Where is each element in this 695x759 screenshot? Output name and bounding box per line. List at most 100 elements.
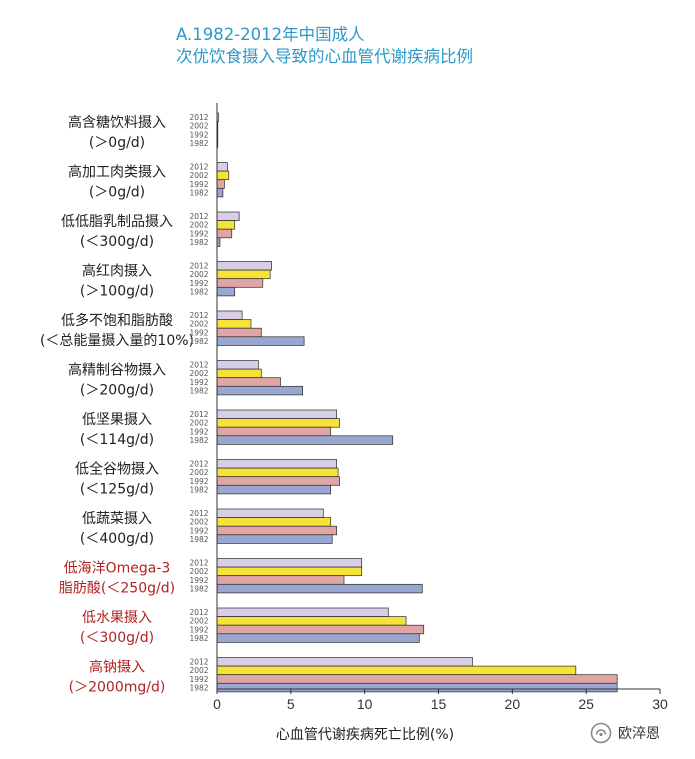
year-tick-label: 1982 [189,535,208,544]
year-tick-label: 1982 [189,485,208,494]
year-tick-label: 2012 [189,509,208,518]
chart-title: A.1982-2012年中国成人 次优饮食摄入导致的心血管代谢疾病比例 [176,24,556,68]
bar [216,418,340,428]
category-label: (＜300g/d) [80,630,154,646]
year-tick-label: 2002 [189,468,208,477]
bar [216,665,577,676]
bar [216,211,240,221]
category-label: 高含糖饮料摄入 [68,114,166,131]
bar [216,476,340,486]
bar [216,583,423,594]
year-tick-label: 1982 [189,238,208,247]
bar [216,261,272,271]
bar [216,269,271,280]
year-tick-label: 2002 [189,518,208,527]
category-label: 高钠摄入 [89,659,145,676]
category-label: 脂肪酸(＜250g/d) [59,581,175,597]
year-tick-label: 1982 [189,436,208,445]
category-label: (＞0g/d) [89,185,145,201]
category-label: 低多不饱和脂肪酸 [61,312,173,329]
year-tick-label: 1992 [189,576,208,585]
year-tick-label: 1992 [189,477,208,486]
year-tick-label: 1982 [189,139,208,148]
year-tick-label: 2012 [189,559,208,568]
year-tick-label: 2002 [189,270,208,279]
year-tick-label: 2012 [189,311,208,320]
x-tick-label: 30 [652,696,668,712]
year-tick-label: 2012 [189,212,208,221]
x-tick-label: 25 [578,696,594,712]
bar [216,228,233,239]
year-tick-label: 2012 [189,608,208,617]
year-tick-label: 1992 [189,180,208,189]
chart-title-line-2: 次优饮食摄入导致的心血管代谢疾病比例 [176,47,473,66]
chart-title-line-1: A.1982-2012年中国成人 [176,25,365,44]
x-axis-label: 心血管代谢疾病死亡比例(%) [275,727,455,743]
watermark-text: 欧淬恩 [618,726,660,742]
year-tick-label: 2002 [189,320,208,329]
bar [216,278,264,288]
category-label: 高精制谷物摄入 [68,362,166,379]
bar [216,327,262,338]
x-tick-label: 20 [505,696,521,712]
year-tick-label: 2012 [189,410,208,419]
bar [216,336,305,346]
year-tick-label: 1992 [189,625,208,634]
x-tick-label: 15 [431,696,447,712]
bar [216,368,262,379]
category-label: (＜125g/d) [80,482,154,498]
bar [216,682,618,693]
year-tick-label: 2012 [189,460,208,469]
bar [216,467,339,478]
year-tick-label: 1982 [189,386,208,395]
bar [216,566,363,577]
category-label: (＜400g/d) [80,531,154,547]
bar [216,377,281,387]
year-tick-label: 1982 [189,683,208,692]
bar [216,187,224,198]
year-tick-label: 1982 [189,634,208,643]
year-tick-label: 2002 [189,122,208,131]
x-tick-label: 0 [213,696,221,712]
year-tick-label: 1982 [189,337,208,346]
category-label: (＜300g/d) [80,234,154,250]
year-tick-label: 2002 [189,419,208,428]
bar [216,674,618,684]
bar [216,459,337,469]
bar [216,484,332,495]
category-label: (＜114g/d) [80,432,154,448]
year-tick-label: 1982 [189,287,208,296]
bar [216,534,333,544]
bar [216,525,337,536]
year-tick-label: 2002 [189,221,208,230]
year-tick-label: 1982 [189,188,208,197]
year-tick-label: 1992 [189,229,208,238]
bar [216,162,228,172]
category-label: (＞2000mg/d) [69,680,166,696]
category-label: 高加工肉类摄入 [68,164,166,181]
bar [216,385,303,396]
year-tick-label: 2002 [189,666,208,675]
category-label: 低低脂乳制品摄入 [61,214,173,230]
year-tick-label: 2012 [189,658,208,667]
category-label: 高红肉摄入 [82,263,152,280]
bar [216,616,407,626]
bar [216,508,324,518]
year-tick-label: 1992 [189,526,208,535]
bar [216,409,337,419]
year-tick-label: 2012 [189,262,208,271]
bar [216,170,230,181]
year-tick-label: 2012 [189,163,208,172]
year-tick-label: 2002 [189,369,208,378]
category-label: 低蔬菜摄入 [82,511,152,527]
year-tick-label: 1992 [189,279,208,288]
year-tick-label: 2012 [189,361,208,370]
bar [216,607,389,617]
category-label: (＞100g/d) [80,284,154,300]
bar [216,179,225,189]
year-tick-label: 1992 [189,675,208,684]
bar [216,558,363,568]
bar [216,426,332,437]
watermark: 欧淬恩 [590,722,660,744]
